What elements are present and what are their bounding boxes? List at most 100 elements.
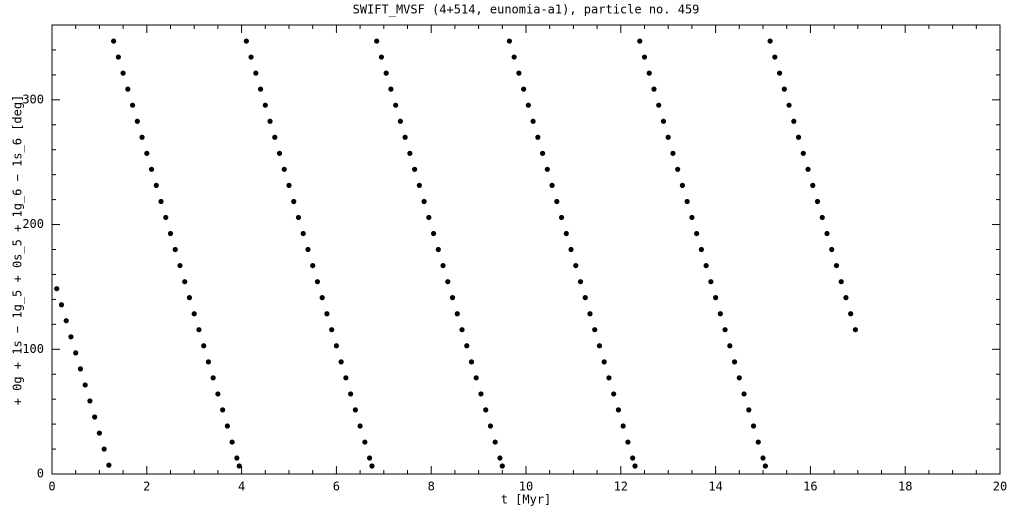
point <box>563 230 569 237</box>
point <box>281 166 287 172</box>
point <box>96 430 102 436</box>
point <box>366 455 373 461</box>
point <box>601 359 607 365</box>
point <box>620 423 626 429</box>
point <box>577 279 584 285</box>
point <box>224 423 230 429</box>
point <box>786 102 792 108</box>
point <box>196 327 202 333</box>
point <box>348 391 354 397</box>
point <box>267 118 273 124</box>
plot-frame <box>51 24 1001 475</box>
point <box>177 262 183 269</box>
point <box>92 414 98 420</box>
point <box>781 86 787 92</box>
point <box>374 38 380 44</box>
point <box>741 391 747 397</box>
point <box>430 230 437 237</box>
point <box>243 38 249 44</box>
point <box>229 439 235 445</box>
point <box>525 102 531 108</box>
point <box>625 439 631 445</box>
point <box>795 134 802 140</box>
point <box>833 262 840 269</box>
point <box>134 118 140 124</box>
point <box>800 150 806 156</box>
point <box>558 214 565 221</box>
point <box>148 166 155 172</box>
x-tick-label: 4 <box>238 480 245 494</box>
point <box>554 198 560 205</box>
point <box>646 70 652 76</box>
point <box>111 38 117 44</box>
point <box>291 198 297 205</box>
point <box>573 262 579 269</box>
point <box>412 166 418 172</box>
point <box>632 463 638 469</box>
point <box>611 391 617 397</box>
point <box>694 230 700 237</box>
point <box>329 327 335 333</box>
point <box>478 391 484 397</box>
y-axis-label: + 0g + 1s − 1g_5 + 0s_5 + 1g_6 − 1s_6 [d… <box>11 95 25 406</box>
point <box>272 134 278 140</box>
point <box>182 279 188 285</box>
x-tick-label: 16 <box>803 480 817 494</box>
point <box>201 343 207 349</box>
point <box>656 102 662 108</box>
point <box>539 150 546 156</box>
point <box>343 375 349 381</box>
y-tick-label: 200 <box>22 217 44 231</box>
point <box>257 86 264 92</box>
point <box>615 407 622 413</box>
point <box>139 134 145 140</box>
point <box>592 327 598 333</box>
point <box>454 311 460 317</box>
point <box>58 302 65 308</box>
point <box>286 182 292 188</box>
point <box>305 246 311 253</box>
point <box>838 279 844 285</box>
point <box>158 198 164 205</box>
point <box>568 246 574 253</box>
x-tick-label: 12 <box>614 480 628 494</box>
x-tick-label: 8 <box>428 480 435 494</box>
point <box>762 463 768 469</box>
point <box>651 86 657 92</box>
point <box>698 246 704 253</box>
point <box>449 295 456 301</box>
x-tick-label: 14 <box>708 480 722 494</box>
point <box>750 423 757 429</box>
point <box>511 54 517 60</box>
y-tick-label: 100 <box>22 342 44 356</box>
point <box>172 246 178 253</box>
point <box>276 150 283 156</box>
point <box>637 38 643 44</box>
point <box>435 246 441 253</box>
point <box>521 86 527 92</box>
point <box>530 118 536 124</box>
point <box>746 407 752 413</box>
point <box>262 102 268 108</box>
point <box>760 455 766 461</box>
x-tick-label: 2 <box>143 480 150 494</box>
point <box>630 455 636 461</box>
point <box>731 359 738 365</box>
point <box>675 166 681 172</box>
point <box>506 38 513 44</box>
point <box>101 446 107 452</box>
point <box>319 295 325 301</box>
point <box>87 398 93 404</box>
point <box>596 343 603 349</box>
x-tick-label: 0 <box>48 480 55 494</box>
point <box>516 70 522 76</box>
x-axis-label: t [Myr] <box>501 493 552 507</box>
point <box>421 198 427 205</box>
point <box>791 118 797 124</box>
point <box>186 295 193 301</box>
point <box>727 343 733 349</box>
point <box>679 182 686 188</box>
point <box>153 182 159 188</box>
point <box>362 439 368 445</box>
point <box>852 327 859 333</box>
